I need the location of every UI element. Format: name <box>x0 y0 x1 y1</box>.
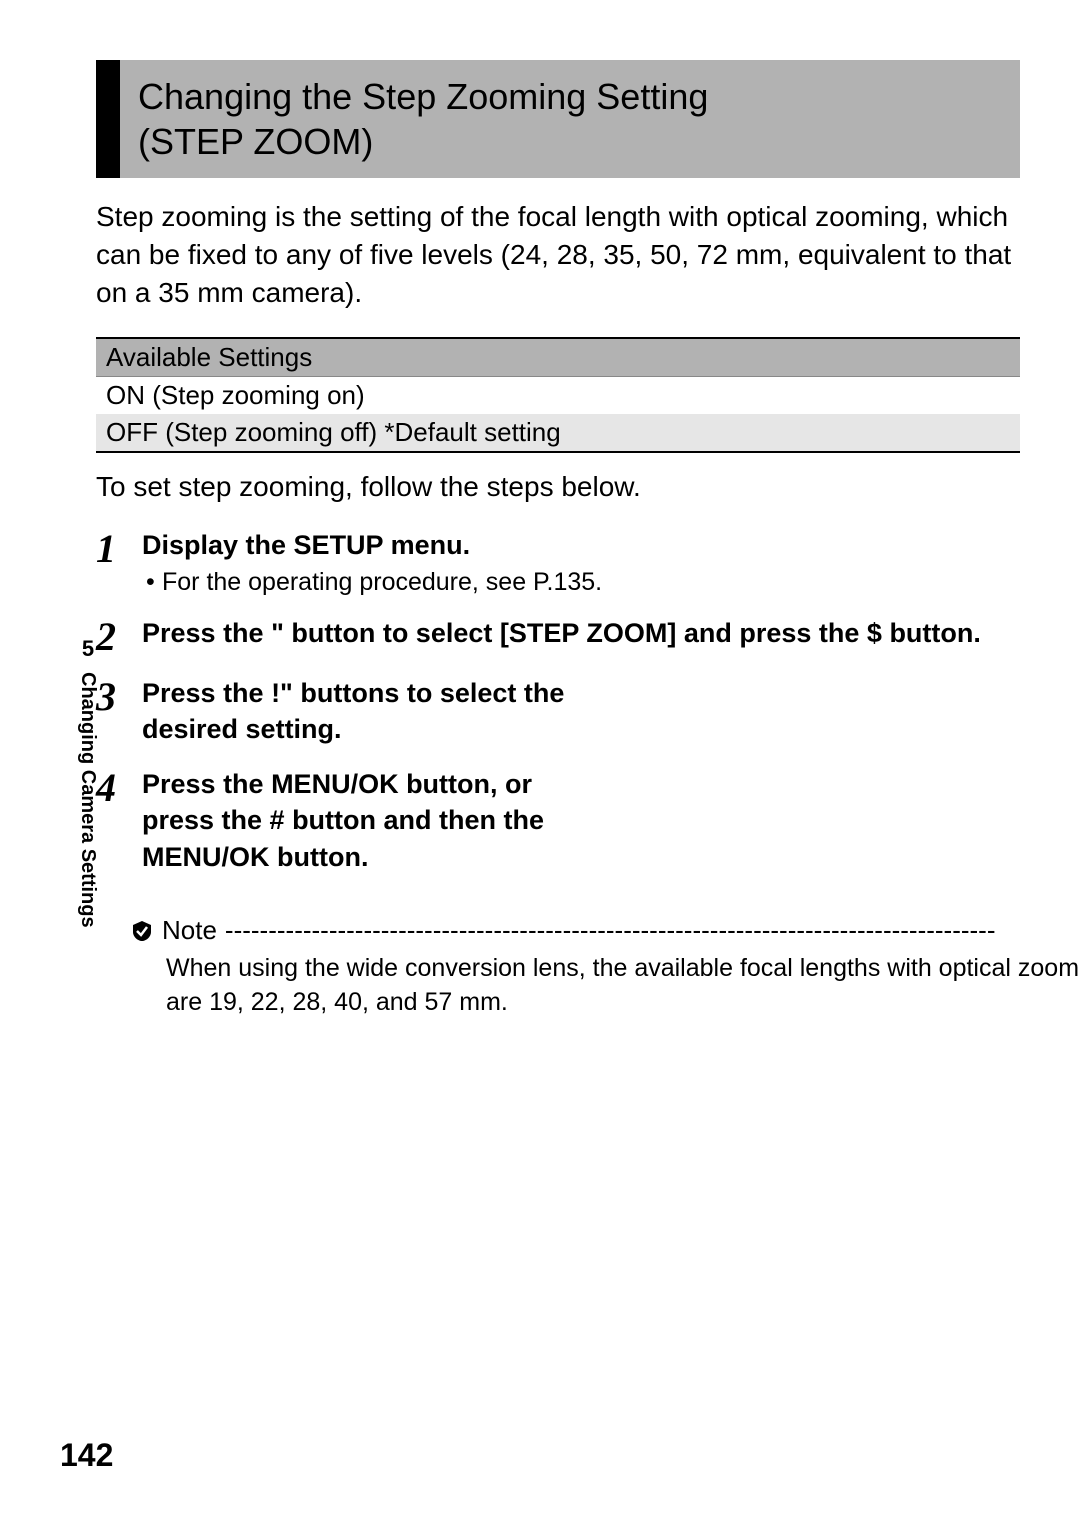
note-block: Note -----------------------------------… <box>130 915 1080 1020</box>
step-1: 1 Display the SETUP menu. For the operat… <box>96 527 1020 596</box>
side-chapter-text: Changing Camera Settings <box>76 672 99 928</box>
step-body: Display the SETUP menu. For the operatin… <box>142 527 1020 596</box>
title-gray-bg: Changing the Step Zooming Setting (STEP … <box>120 60 1020 178</box>
settings-row-on: ON (Step zooming on) <box>96 377 1020 414</box>
intro-paragraph: Step zooming is the setting of the focal… <box>96 198 1020 311</box>
note-icon <box>130 919 154 943</box>
step-3: 3 Press the !" buttons to select the des… <box>96 675 1020 748</box>
step-4: 4 Press the MENU/OK button, or press the… <box>96 766 1020 875</box>
step-title: Press the MENU/OK button, or press the #… <box>142 766 582 875</box>
step-number: 2 <box>96 615 142 657</box>
settings-table: Available Settings ON (Step zooming on) … <box>96 337 1020 453</box>
settings-row-off: OFF (Step zooming off) *Default setting <box>96 414 1020 451</box>
step-body: Press the " button to select [STEP ZOOM]… <box>142 615 1020 651</box>
note-header: Note -----------------------------------… <box>130 915 1080 946</box>
step-title: Press the !" buttons to select the desir… <box>142 675 582 748</box>
step-number: 4 <box>96 766 142 808</box>
note-text: When using the wide conversion lens, the… <box>166 952 1080 1020</box>
note-label: Note <box>162 915 217 946</box>
section-title-line2: (STEP ZOOM) <box>138 119 1002 164</box>
step-title: Press the " button to select [STEP ZOOM]… <box>142 615 1020 651</box>
step-number: 1 <box>96 527 142 569</box>
side-chapter-number: 5 <box>76 636 100 662</box>
step-body: Press the !" buttons to select the desir… <box>142 675 582 748</box>
side-chapter-label: 5 Changing Camera Settings <box>76 636 100 928</box>
step-2: 2 Press the " button to select [STEP ZOO… <box>96 615 1020 657</box>
steps-list: 1 Display the SETUP menu. For the operat… <box>96 527 1020 875</box>
follow-text: To set step zooming, follow the steps be… <box>96 471 1020 503</box>
title-black-accent <box>96 60 120 178</box>
step-subtext: For the operating procedure, see P.135. <box>142 568 1020 597</box>
step-body: Press the MENU/OK button, or press the #… <box>142 766 582 875</box>
note-dashes: ----------------------------------------… <box>225 915 1080 946</box>
section-title-line1: Changing the Step Zooming Setting <box>138 74 1002 119</box>
page-number: 142 <box>60 1437 113 1474</box>
step-number: 3 <box>96 675 142 717</box>
step-title: Display the SETUP menu. <box>142 527 1020 563</box>
page-root: Changing the Step Zooming Setting (STEP … <box>0 0 1080 1528</box>
settings-table-header: Available Settings <box>96 339 1020 377</box>
section-title-bar: Changing the Step Zooming Setting (STEP … <box>96 60 1020 178</box>
